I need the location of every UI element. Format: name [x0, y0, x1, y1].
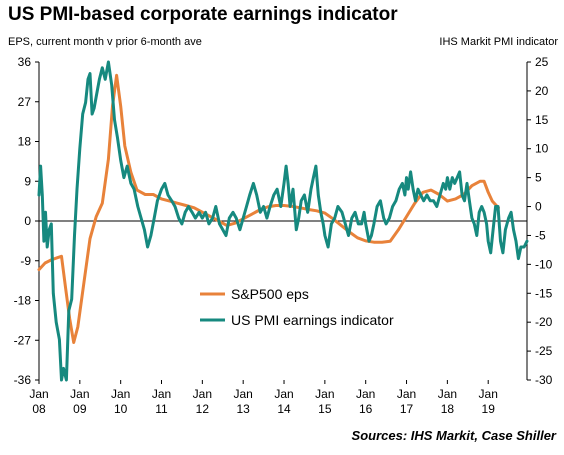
right-tick-label: 20 [535, 84, 549, 98]
x-axis: Jan08Jan09Jan10Jan11Jan12Jan13Jan14Jan15… [29, 220, 527, 416]
x-tick-label-month: Jan [356, 387, 375, 401]
right-tick-label: 0 [535, 200, 542, 214]
right-tick-label: 15 [535, 113, 549, 127]
x-tick-label-month: Jan [234, 387, 253, 401]
x-tick-label-month: Jan [193, 387, 212, 401]
legend-label-sp500: S&P500 eps [231, 286, 309, 302]
x-tick-label-month: Jan [397, 387, 416, 401]
legend: S&P500 eps US PMI earnings indicator [200, 286, 394, 328]
right-tick-label: -10 [535, 257, 553, 271]
x-tick-label-month: Jan [70, 387, 89, 401]
left-tick-label: -27 [14, 333, 32, 347]
x-tick-label-month: Jan [479, 387, 498, 401]
x-tick-label-month: Jan [315, 387, 334, 401]
chart-title: US PMI-based corporate earnings indicato… [8, 4, 398, 25]
right-tick-label: -25 [535, 344, 553, 358]
right-tick-label: -30 [535, 373, 553, 387]
x-tick-label-month: Jan [29, 387, 48, 401]
left-tick-label: -36 [14, 373, 32, 387]
x-tick-label-year: 13 [237, 402, 251, 416]
right-tick-label: -5 [535, 228, 546, 242]
x-tick-label-year: 08 [32, 402, 46, 416]
x-tick-label-year: 09 [73, 402, 87, 416]
left-tick-label: 18 [18, 135, 32, 149]
x-tick-label-year: 12 [196, 402, 210, 416]
right-tick-label: -20 [535, 315, 553, 329]
series-layer [37, 60, 529, 382]
x-tick-label-year: 17 [400, 402, 414, 416]
left-tick-label: 36 [18, 55, 32, 69]
legend-label-pmi: US PMI earnings indicator [231, 312, 394, 328]
left-axis-label: EPS, current month v prior 6-month ave [8, 36, 202, 48]
right-tick-label: 5 [535, 171, 542, 185]
x-tick-label-month: Jan [438, 387, 457, 401]
x-tick-label-year: 18 [441, 402, 455, 416]
left-tick-label: 0 [24, 214, 31, 228]
right-axis: -30 -25 -20 -15 -10 -5 0 5 10 15 20 25 [526, 55, 553, 387]
right-axis-label: IHS Markit PMI indicator [439, 36, 558, 48]
right-tick-label: 25 [535, 55, 549, 69]
right-tick-label: -15 [535, 286, 553, 300]
right-tick-label: 10 [535, 142, 549, 156]
series-line-pmi [37, 60, 529, 382]
left-axis: -36 -27 -18 -9 0 9 18 27 36 [14, 55, 40, 387]
left-tick-label: 9 [24, 174, 31, 188]
x-tick-label-year: 19 [482, 402, 496, 416]
x-tick-label-month: Jan [274, 387, 293, 401]
x-tick-label-year: 10 [114, 402, 128, 416]
x-tick-label-year: 15 [318, 402, 332, 416]
x-tick-label-year: 11 [155, 402, 168, 416]
x-tick-label-year: 16 [359, 402, 373, 416]
left-tick-label: -18 [14, 294, 32, 308]
x-tick-label-year: 14 [277, 402, 291, 416]
left-tick-label: 27 [18, 95, 32, 109]
left-tick-label: -9 [20, 254, 31, 268]
source-note: Sources: IHS Markit, Case Shiller [351, 428, 556, 443]
x-tick-label-month: Jan [111, 387, 130, 401]
series-line-sp500 [37, 73, 500, 344]
x-tick-label-month: Jan [152, 387, 171, 401]
